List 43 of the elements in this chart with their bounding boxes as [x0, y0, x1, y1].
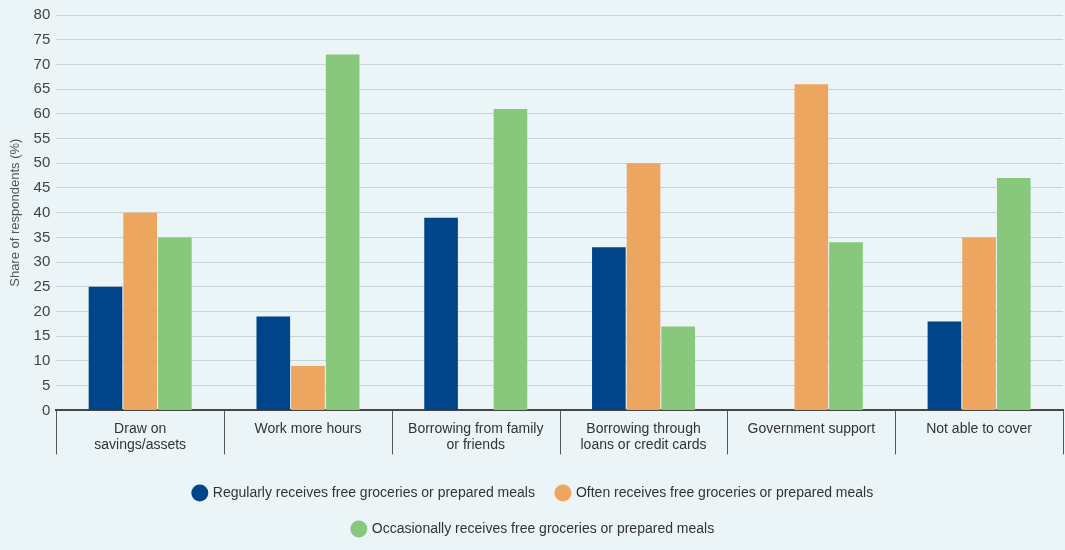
y-tick-label: 5	[41, 375, 51, 393]
bar	[794, 84, 829, 410]
y-tick-label: 65	[33, 79, 51, 97]
y-tick-label: 70	[33, 54, 51, 72]
x-tick-label: Not able to cover	[926, 419, 1033, 436]
bar	[123, 212, 157, 410]
y-axis-title: Share of respondents (%)	[7, 138, 23, 287]
bar	[592, 247, 626, 410]
x-tick-label: Draw on savings/assets	[94, 419, 187, 453]
y-tick-label: 15	[33, 326, 51, 344]
y-tick-label: 80	[33, 5, 51, 23]
bar	[962, 237, 996, 410]
y-tick-label: 30	[33, 252, 51, 270]
y-tick-label: 25	[33, 276, 51, 294]
bar	[256, 316, 291, 410]
bar	[661, 326, 696, 410]
y-tick-label: 75	[33, 29, 51, 47]
y-tick-label: 10	[33, 351, 51, 369]
x-tick-label: Borrowing from family or friends	[408, 419, 544, 453]
bar	[424, 217, 458, 410]
bar	[626, 163, 661, 410]
y-tick-label: 20	[33, 301, 51, 319]
y-tick-label: 50	[33, 153, 51, 171]
y-tick-label: 45	[33, 178, 51, 196]
y-tick-label: 40	[33, 202, 51, 220]
bar	[88, 286, 123, 410]
y-tick-label: 35	[33, 227, 51, 245]
bar	[493, 108, 528, 410]
legend-label: Often receives free groceries or prepared meals	[575, 483, 874, 500]
x-tick-label: Borrowing through loans or credit cards	[580, 419, 707, 453]
bar	[291, 365, 325, 410]
bar	[325, 54, 360, 410]
bar	[996, 178, 1031, 410]
x-tick-label: Work more hours	[254, 419, 362, 436]
bar	[829, 242, 863, 410]
legend-label: Occasionally receives free groceries or prepared meals	[371, 519, 715, 536]
y-tick-label: 0	[41, 400, 51, 418]
bar	[927, 321, 962, 410]
y-tick-label: 60	[33, 103, 51, 121]
legend-label: Regularly receives free groceries or prepared meals	[212, 483, 535, 500]
y-tick-label: 55	[33, 128, 51, 146]
x-tick-label: Government support	[747, 419, 876, 436]
bar	[158, 237, 192, 410]
